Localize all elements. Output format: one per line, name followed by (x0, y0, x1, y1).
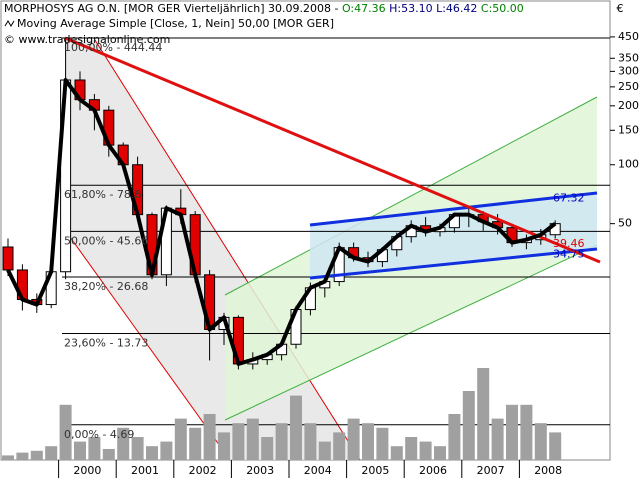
y-tick-label: 200 (618, 99, 639, 112)
volume-bar (477, 368, 490, 460)
volume-bar (174, 418, 187, 460)
x-tick-label: 2007 (477, 464, 505, 477)
title-part: MORPHOSYS AG O.N. [MOR GER Vierteljährli… (4, 2, 342, 15)
volume-bar (59, 404, 72, 460)
volume-bar (261, 437, 274, 460)
volume-bar (405, 437, 418, 460)
volume-bar (74, 441, 86, 460)
channel-line (224, 96, 598, 296)
price-label: 39.46 (553, 237, 585, 250)
volume-bar (506, 404, 518, 460)
y-tick-label: 100 (618, 158, 639, 171)
volume-bar (304, 423, 317, 460)
volume-bar (117, 427, 130, 460)
fib-label: 23,60% - 13.73 (64, 337, 148, 350)
volume-bar (549, 432, 562, 460)
trend-line (309, 247, 598, 280)
trend-line (64, 36, 601, 264)
volume-bar (16, 452, 29, 460)
y-tick-label: 150 (618, 123, 639, 136)
title: MORPHOSYS AG O.N. [MOR GER Vierteljährli… (4, 2, 524, 15)
volume-bar (160, 441, 173, 460)
channel-line (224, 244, 598, 421)
title-part: C:50.00 (477, 2, 523, 15)
y-tick-label: 250 (618, 80, 639, 93)
fib-label: 61,80% - 78.6 (64, 188, 141, 201)
volume-bar (318, 441, 331, 460)
price-label: 67.32 (553, 191, 585, 204)
volume-bar (491, 418, 504, 460)
x-tick-label: 2003 (246, 464, 274, 477)
x-tick-label: 2004 (304, 464, 332, 477)
candle-body (2, 246, 14, 271)
fib-label: 50,00% - 45.66 (64, 234, 148, 247)
y-tick-label: 50 (618, 217, 632, 230)
fib-label: 0,00% - 4.69 (64, 428, 134, 441)
volume-bar (232, 423, 245, 460)
volume-bar (419, 441, 432, 460)
ma-icon (4, 20, 15, 27)
volume-bar (347, 418, 360, 460)
volume-bar (390, 446, 403, 460)
fib-label: 38,20% - 26.68 (64, 280, 148, 293)
copyright: © www.tradesignalonline.com (4, 33, 170, 46)
x-tick-label: 2008 (534, 464, 562, 477)
volume-bar (290, 395, 302, 460)
volume-bar (102, 448, 115, 460)
volume-bar (434, 446, 446, 460)
title-part: L:46.42 (433, 2, 478, 15)
x-tick-label: 2006 (419, 464, 447, 477)
x-tick-label: 2001 (131, 464, 159, 477)
y-tick-label: 450 (618, 30, 639, 43)
fib-label: 100,00% - 444.44 (64, 41, 162, 54)
volume-bar (534, 423, 547, 460)
volume-bar (30, 450, 43, 460)
subtitle: Moving Average Simple [Close, 1, Nein] 5… (17, 17, 334, 30)
volume-bar (520, 404, 533, 460)
volume-bar (45, 446, 58, 460)
price-label: 34.75 (553, 248, 585, 261)
volume-bar (218, 432, 230, 460)
volume-bar (88, 437, 101, 460)
volume-bar (146, 446, 158, 460)
title-part: O:47.36 (342, 2, 386, 15)
trend-line (309, 191, 598, 227)
volume-bar (203, 414, 216, 460)
volume-bar (246, 418, 259, 460)
volume-bar (131, 437, 144, 460)
volume-bar (462, 391, 475, 460)
volume-bar (448, 414, 461, 460)
currency: € (617, 2, 624, 15)
volume-bar (2, 455, 14, 460)
volume-bar (275, 423, 288, 460)
volume-bar (362, 423, 374, 460)
x-tick-label: 2005 (361, 464, 389, 477)
ma-line (6, 78, 557, 366)
volume-bar (333, 432, 346, 460)
channel-line (94, 39, 361, 461)
x-tick-label: 2002 (189, 464, 217, 477)
y-tick-label: 350 (618, 51, 639, 64)
volume-bar (376, 427, 389, 460)
channel-line (64, 229, 231, 461)
title-part: H:53.10 (386, 2, 433, 15)
x-tick-label: 2000 (73, 464, 101, 477)
y-tick-label: 300 (618, 64, 639, 77)
volume-bar (189, 427, 202, 460)
